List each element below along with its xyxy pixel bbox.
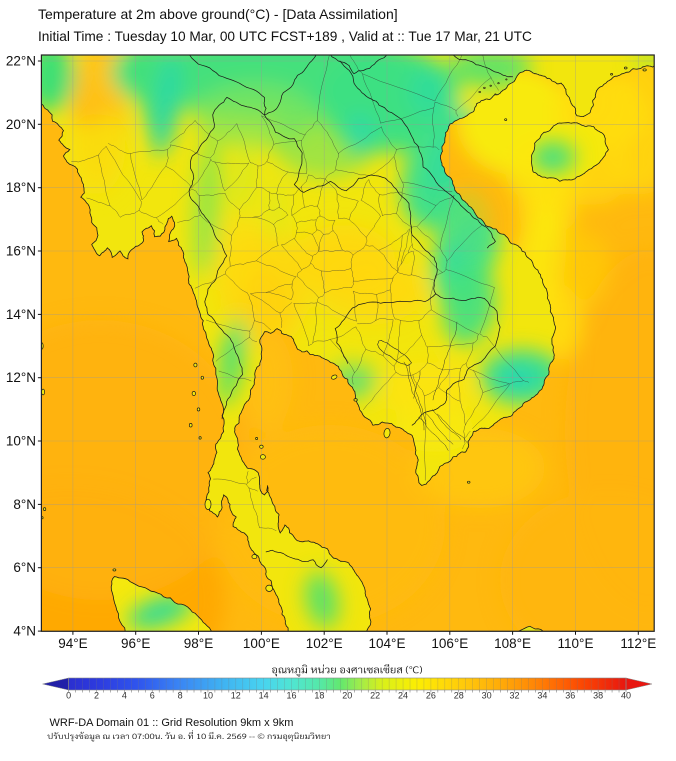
svg-text:40: 40 (621, 691, 631, 701)
svg-text:4°N: 4°N (13, 624, 36, 639)
svg-text:34: 34 (537, 691, 547, 701)
svg-text:26: 26 (426, 691, 436, 701)
svg-text:100°E: 100°E (243, 636, 280, 651)
svg-text:18: 18 (314, 691, 324, 701)
svg-text:20°N: 20°N (6, 117, 36, 132)
svg-text:112°E: 112°E (620, 636, 656, 651)
svg-text:12: 12 (231, 691, 241, 701)
svg-text:96°E: 96°E (121, 636, 150, 651)
svg-text:4: 4 (122, 691, 127, 701)
svg-text:20: 20 (342, 691, 352, 701)
svg-text:106°E: 106°E (431, 636, 468, 651)
svg-text:6°N: 6°N (13, 560, 36, 575)
svg-text:Temperature at 2m above ground: Temperature at 2m above ground(°C) - [Da… (38, 6, 398, 22)
svg-text:38: 38 (593, 691, 603, 701)
svg-text:28: 28 (454, 691, 464, 701)
svg-text:24: 24 (398, 691, 408, 701)
svg-text:0: 0 (66, 691, 71, 701)
svg-text:16: 16 (287, 691, 297, 701)
svg-text:12°N: 12°N (6, 370, 36, 385)
svg-text:8: 8 (178, 691, 183, 701)
svg-text:18°N: 18°N (6, 180, 36, 195)
svg-text:22: 22 (370, 691, 380, 701)
svg-text:104°E: 104°E (369, 636, 406, 651)
svg-text:108°E: 108°E (494, 636, 531, 651)
svg-text:102°E: 102°E (306, 636, 343, 651)
svg-text:10: 10 (203, 691, 213, 701)
svg-text:94°E: 94°E (58, 636, 87, 651)
svg-text:6: 6 (150, 691, 155, 701)
svg-text:Initial Time : Tuesday 10 Mar,: Initial Time : Tuesday 10 Mar, 00 UTC FC… (38, 29, 532, 44)
svg-text:10°N: 10°N (6, 434, 36, 449)
svg-text:14°N: 14°N (6, 307, 36, 322)
svg-text:110°E: 110°E (558, 636, 594, 651)
svg-text:30: 30 (482, 691, 492, 701)
svg-text:8°N: 8°N (13, 497, 36, 512)
svg-text:22°N: 22°N (6, 54, 36, 69)
svg-text:32: 32 (510, 691, 520, 701)
svg-text:98°E: 98°E (184, 636, 213, 651)
svg-text:WRF-DA Domain 01 :: Grid Resol: WRF-DA Domain 01 :: Grid Resolution 9km … (50, 717, 294, 729)
svg-text:2: 2 (94, 691, 99, 701)
svg-text:36: 36 (565, 691, 575, 701)
svg-text:16°N: 16°N (6, 244, 36, 259)
svg-text:14: 14 (259, 691, 269, 701)
